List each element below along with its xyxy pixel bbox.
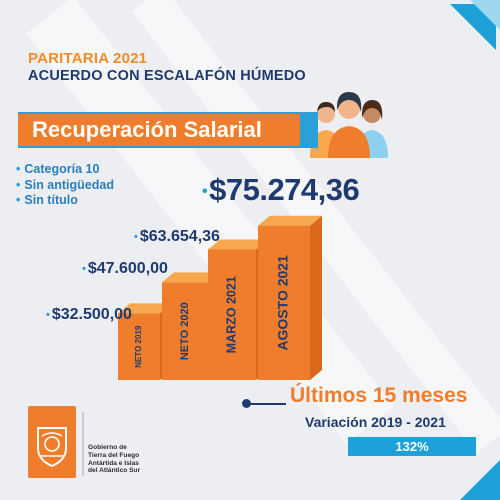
condition-label: Categoría 10: [24, 162, 100, 176]
bullet-icon: •: [82, 262, 86, 275]
bullet-icon: •: [134, 230, 138, 243]
bar-value-text: $32.500,00: [51, 306, 132, 323]
bar-value-text: $47.600,00: [87, 260, 168, 277]
summary-headline: Últimos 15 meses: [290, 384, 468, 407]
condition-item: • Sin antigüedad: [16, 178, 114, 194]
people-icon: [310, 92, 388, 158]
bar-top-face: [258, 215, 322, 226]
bullet-icon: •: [16, 193, 21, 207]
bar-front-face: [162, 282, 208, 380]
bar-front-face: [118, 313, 160, 380]
bar-value-label: • $32.500,00: [46, 306, 132, 324]
shield-icon: [37, 427, 67, 468]
accent-dot: [242, 399, 251, 408]
bullet-icon: •: [202, 182, 208, 200]
conditions-list: • Categoría 10 • Sin antigüedad • Sin títul…: [16, 162, 114, 209]
banner-label: Recuperación Salarial: [32, 117, 262, 142]
summary-period: Variación 2019 - 2021: [305, 414, 446, 430]
bar-category-label: NETO 2020: [179, 302, 191, 360]
bar-top-face: [118, 303, 172, 314]
bullet-icon: •: [16, 177, 21, 192]
condition-label: Sin título: [24, 193, 78, 207]
bar-front-face: [208, 249, 256, 380]
page-subtitle: ACUERDO CON ESCALAFÓN HÚMEDO: [28, 68, 306, 84]
accent-line: [246, 403, 286, 405]
bar-category-label: AGOSTO 2021: [275, 255, 291, 351]
bar-value-label: • $47.600,00: [82, 260, 168, 278]
government-name: Gobierno de Tierra del Fuego Antártida e…: [88, 444, 141, 475]
condition-label: Sin antigüedad: [24, 177, 114, 192]
corner-triangle-bottom: [460, 460, 500, 500]
bullet-icon: •: [16, 162, 21, 176]
bullet-icon: •: [46, 308, 50, 321]
bar-top-face: [162, 272, 220, 283]
bar-side-face: [310, 215, 322, 380]
bar-top-face: [208, 239, 268, 250]
condition-item: • Categoría 10: [16, 162, 114, 178]
bar-front-face: [258, 225, 310, 380]
bar-category-label: MARZO 2021: [224, 276, 238, 353]
bar-3: AGOSTO 2021: [258, 215, 322, 380]
banner: Recuperación Salarial: [18, 114, 300, 146]
government-logo: [28, 406, 76, 478]
corner-triangle-light: [470, 0, 500, 30]
bar-category-label: NETO 2019: [134, 325, 143, 368]
percentage-badge: 132%: [348, 437, 476, 456]
divider: [82, 412, 84, 476]
page-title: PARITARIA 2021: [28, 50, 148, 67]
percentage-value: 132%: [395, 439, 429, 454]
bar-value-text: $63.654,36: [139, 228, 220, 245]
bar-value-label: •$75.274,36: [202, 172, 360, 208]
bar-value-text: $75.274,36: [209, 172, 360, 207]
bar-0: NETO 2019: [118, 303, 172, 380]
condition-item: • Sin título: [16, 193, 114, 209]
bar-value-label: • $63.654,36: [134, 228, 220, 246]
